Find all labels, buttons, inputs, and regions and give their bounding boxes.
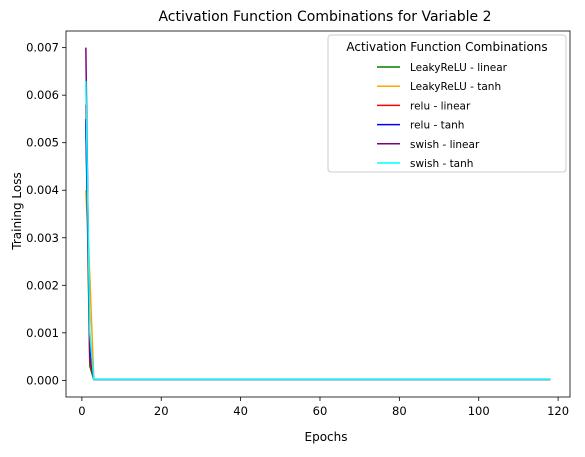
y-tick-label: 0.007 bbox=[26, 41, 59, 55]
legend-box bbox=[327, 34, 567, 173]
y-axis-label: Training Loss bbox=[10, 172, 24, 250]
legend-title: Activation Function Combinations bbox=[346, 40, 547, 54]
chart-title: Activation Function Combinations for Var… bbox=[158, 9, 491, 25]
series-line-1 bbox=[85, 190, 551, 381]
y-tick-label: 0.004 bbox=[26, 183, 59, 197]
y-tick-label: 0.002 bbox=[26, 278, 59, 292]
y-tick-label: 0.000 bbox=[26, 373, 59, 387]
x-tick-label: 0 bbox=[78, 404, 85, 418]
axes-frame bbox=[65, 30, 571, 398]
plot-area bbox=[85, 47, 551, 381]
x-axis-label: Epochs bbox=[305, 430, 348, 444]
legend-entry-label: swish - tanh bbox=[410, 158, 473, 170]
legend-entry-label: LeakyReLU - tanh bbox=[410, 81, 501, 93]
legend-entry-label: LeakyReLU - linear bbox=[410, 62, 508, 74]
legend: Activation Function Combinations LeakyReL… bbox=[327, 34, 567, 173]
legend-entry-label: relu - tanh bbox=[410, 120, 464, 132]
axes: 0 20 40 60 80 100 120 0.000 0.001 0.002 0.003 0.004… bbox=[26, 30, 571, 418]
y-tick-label: 0.006 bbox=[26, 88, 59, 102]
legend-entry-label: swish - linear bbox=[410, 139, 480, 151]
x-tick-label: 40 bbox=[233, 404, 248, 418]
x-tick-label: 20 bbox=[154, 404, 169, 418]
x-tick-label: 80 bbox=[392, 404, 407, 418]
x-tick-label: 120 bbox=[547, 404, 569, 418]
series-line-5 bbox=[85, 80, 551, 381]
y-tick-label: 0.005 bbox=[26, 136, 59, 150]
x-tick-label: 60 bbox=[313, 404, 328, 418]
x-tick-label: 100 bbox=[468, 404, 490, 418]
y-tick-label: 0.001 bbox=[26, 326, 59, 340]
legend-entry-label: relu - linear bbox=[410, 100, 471, 112]
y-tick-label: 0.003 bbox=[26, 231, 59, 245]
